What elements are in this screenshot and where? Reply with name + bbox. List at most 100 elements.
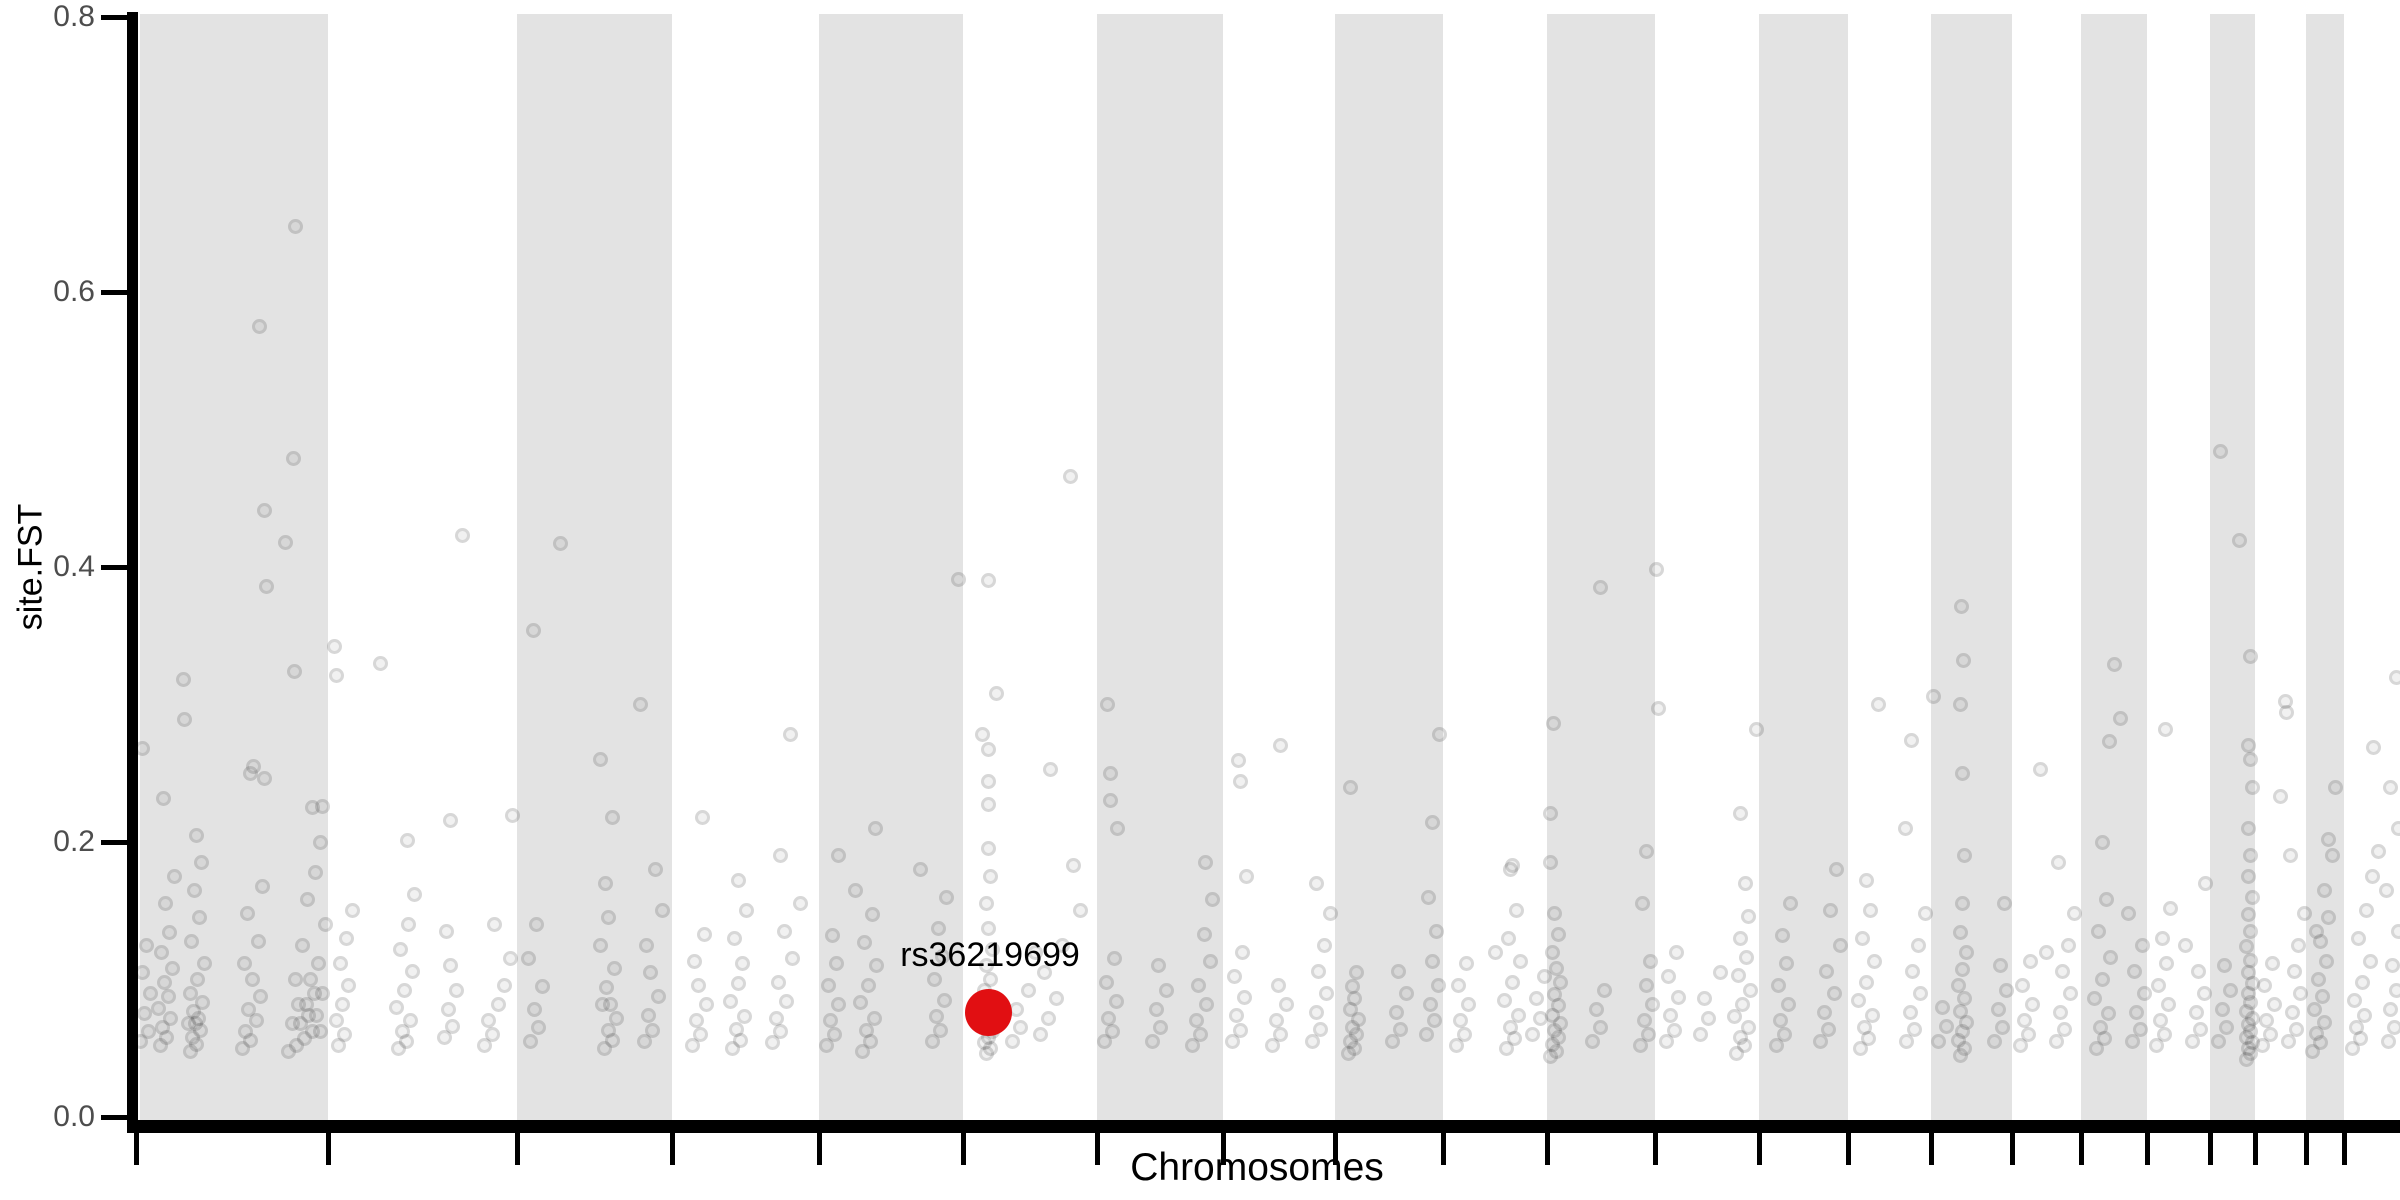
snp-point <box>822 1013 838 1029</box>
snp-point <box>988 686 1004 701</box>
snp-point <box>1742 983 1758 998</box>
snp-point <box>1228 1007 1244 1023</box>
snp-point <box>328 668 344 684</box>
highlight-point-rs36219699 <box>964 989 1012 1036</box>
snp-point <box>250 933 266 949</box>
snp-point <box>312 1024 328 1040</box>
snp-point <box>2310 972 2326 987</box>
chromosome-band-6 <box>963 14 1097 1122</box>
x-tick <box>1094 1133 1100 1165</box>
snp-point <box>980 573 996 589</box>
snp-point <box>1184 1038 1200 1053</box>
snp-point <box>400 917 416 932</box>
snp-point <box>1109 820 1125 836</box>
snp-point <box>820 977 836 993</box>
snp-point <box>285 450 301 466</box>
snp-point <box>2258 1013 2274 1029</box>
x-tick <box>514 1133 520 1165</box>
snp-point <box>287 972 303 987</box>
snp-point <box>2384 958 2400 974</box>
snp-point <box>2160 996 2176 1012</box>
snp-point <box>484 1027 500 1042</box>
snp-point <box>1730 967 1746 983</box>
snp-point <box>1954 765 1970 781</box>
snp-point <box>1904 963 1920 979</box>
y-tick-label: 0.4 <box>53 550 95 583</box>
snp-point <box>2290 937 2306 953</box>
y-tick <box>101 564 127 570</box>
snp-point <box>2278 705 2294 721</box>
snp-point <box>1776 1027 1792 1042</box>
snp-point <box>153 944 169 960</box>
snp-point <box>525 622 541 638</box>
snp-point <box>984 941 1000 957</box>
x-tick <box>960 1133 966 1165</box>
snp-point <box>1496 992 1512 1008</box>
snp-point <box>1426 1013 1442 1029</box>
snp-point <box>2231 533 2247 549</box>
snp-point <box>2092 1020 2108 1036</box>
snp-point <box>2264 955 2280 971</box>
snp-point <box>1458 955 1474 971</box>
snp-point <box>2106 657 2122 673</box>
snp-point <box>1158 983 1174 998</box>
snp-point <box>1420 889 1436 905</box>
snp-point <box>2262 1027 2278 1042</box>
snp-point <box>528 917 544 932</box>
snp-point <box>196 955 212 971</box>
y-axis-line <box>127 12 138 1133</box>
snp-point <box>1308 1005 1324 1020</box>
snp-point <box>1726 1009 1742 1025</box>
snp-point <box>2136 985 2152 1001</box>
snp-point <box>2132 1021 2148 1037</box>
snp-point <box>728 1021 744 1037</box>
chromosome-band-15 <box>1931 14 2012 1122</box>
snp-point <box>1428 923 1444 939</box>
snp-point <box>2390 820 2400 836</box>
snp-point <box>867 820 883 836</box>
snp-point <box>2316 1014 2332 1030</box>
snp-point <box>2066 906 2082 921</box>
snp-point <box>2306 1002 2322 1018</box>
chromosome-band-13 <box>1759 14 1848 1122</box>
x-tick <box>2144 1133 2150 1165</box>
x-tick <box>2341 1133 2347 1165</box>
snp-point <box>1897 820 1913 836</box>
snp-point <box>2188 1005 2204 1020</box>
snp-point <box>1666 1022 1682 1038</box>
snp-point <box>2288 1021 2304 1037</box>
snp-point <box>1054 937 1070 953</box>
snp-point <box>248 1013 264 1029</box>
snp-point <box>2014 977 2030 993</box>
snp-point <box>256 503 272 519</box>
x-tick <box>2078 1133 2084 1165</box>
snp-point <box>1268 1013 1284 1029</box>
snp-point <box>1772 1013 1788 1029</box>
snp-point <box>314 985 330 1001</box>
snp-point <box>2012 1038 2028 1053</box>
snp-point <box>526 1002 542 1018</box>
snp-point <box>2050 855 2066 871</box>
snp-point <box>1197 855 1213 871</box>
snp-point <box>1998 983 2014 998</box>
snp-point <box>2240 738 2256 754</box>
snp-point <box>1065 857 1081 873</box>
snp-point <box>240 1002 256 1018</box>
snp-point <box>186 882 202 898</box>
snp-point <box>768 1010 784 1026</box>
x-tick <box>2303 1133 2309 1165</box>
snp-point <box>2094 972 2110 987</box>
snp-point <box>1650 701 1666 717</box>
snp-point <box>1545 716 1561 732</box>
chromosome-band-3 <box>517 14 672 1122</box>
snp-point <box>592 937 608 953</box>
snp-point <box>654 903 670 919</box>
snp-point <box>784 951 800 967</box>
highlight-label: rs36219699 <box>900 936 1080 974</box>
snp-point <box>239 906 255 921</box>
snp-point <box>1954 962 1970 978</box>
chromosome-band-4 <box>672 14 819 1122</box>
snp-point <box>912 862 928 877</box>
snp-point <box>1310 963 1326 979</box>
snp-point <box>2324 848 2340 864</box>
